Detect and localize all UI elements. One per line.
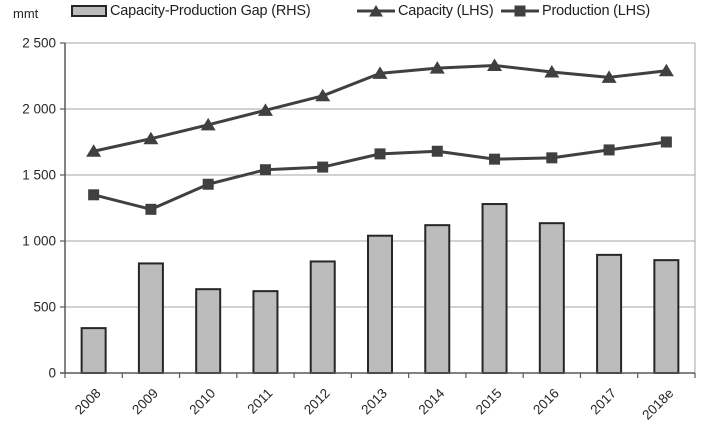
legend-item-production: Production (LHS) <box>501 3 650 19</box>
y-axis-unit-label: mmt <box>13 6 39 21</box>
legend-label-capacity: Capacity (LHS) <box>398 3 494 19</box>
chart-legend: mmt Capacity-Production Gap (RHS) Capaci… <box>0 0 702 26</box>
x-tick-label: 2017 <box>587 386 619 418</box>
y-tick-label: 500 <box>33 300 56 315</box>
x-tick-label: 2013 <box>358 386 390 418</box>
capacity-point-2015 <box>487 58 503 71</box>
y-tick-label: 2 500 <box>22 36 56 51</box>
legend-item-gap: Capacity-Production Gap (RHS) <box>71 3 311 19</box>
y-tick-label: 0 <box>48 366 56 381</box>
capacity-point-2011 <box>257 103 273 116</box>
production-point-2011 <box>259 164 271 176</box>
production-point-2017 <box>603 144 615 156</box>
bar-2018e <box>653 259 680 375</box>
bar-2009 <box>137 262 164 374</box>
production-point-2013 <box>374 148 386 160</box>
production-point-2008 <box>88 189 100 201</box>
bar-2013 <box>367 234 393 374</box>
capacity-point-2010 <box>200 117 216 131</box>
x-tick-label: 2012 <box>301 386 333 418</box>
x-tick-label: 2010 <box>186 386 218 418</box>
x-tick-label: 2008 <box>72 386 104 418</box>
production-point-2018e <box>660 136 672 148</box>
y-tick-label: 1 500 <box>22 168 56 183</box>
legend-label-gap: Capacity-Production Gap (RHS) <box>110 3 311 19</box>
x-tick-label: 2018e <box>639 386 676 423</box>
capacity-point-2013 <box>372 66 388 79</box>
bar-2016 <box>538 222 565 374</box>
x-tick-label: 2009 <box>129 386 161 418</box>
capacity-point-2012 <box>315 88 331 102</box>
triangle-line-icon <box>357 5 395 17</box>
capacity-point-2008 <box>86 144 102 157</box>
bar-2008 <box>80 327 107 374</box>
capacity-point-2014 <box>429 61 445 74</box>
bar-2017 <box>596 253 623 374</box>
y-tick-label: 2 000 <box>22 102 56 117</box>
x-tick-label: 2015 <box>473 386 505 418</box>
production-point-2010 <box>202 178 214 190</box>
bar-2015 <box>481 203 508 374</box>
x-tick-label: 2014 <box>416 385 448 417</box>
x-tick-label: 2011 <box>244 386 275 417</box>
production-point-2015 <box>489 153 501 165</box>
legend-label-production: Production (LHS) <box>542 3 651 19</box>
bar-2014 <box>424 224 451 374</box>
capacity-point-2018e <box>658 63 674 77</box>
production-point-2009 <box>145 203 157 215</box>
production-point-2012 <box>317 161 329 173</box>
production-point-2016 <box>546 152 558 164</box>
bar-2011 <box>252 290 279 374</box>
bar-swatch-icon <box>71 5 107 17</box>
capacity-point-2016 <box>544 65 560 78</box>
legend-item-capacity: Capacity (LHS) <box>357 3 494 19</box>
square-line-icon <box>501 5 539 17</box>
bar-2010 <box>195 288 222 374</box>
production-point-2014 <box>431 145 443 157</box>
y-tick-label: 1 000 <box>22 234 56 249</box>
capacity-point-2009 <box>143 131 159 145</box>
capacity-point-2017 <box>601 70 617 83</box>
x-tick-label: 2016 <box>530 386 562 418</box>
bar-2012 <box>309 260 336 374</box>
